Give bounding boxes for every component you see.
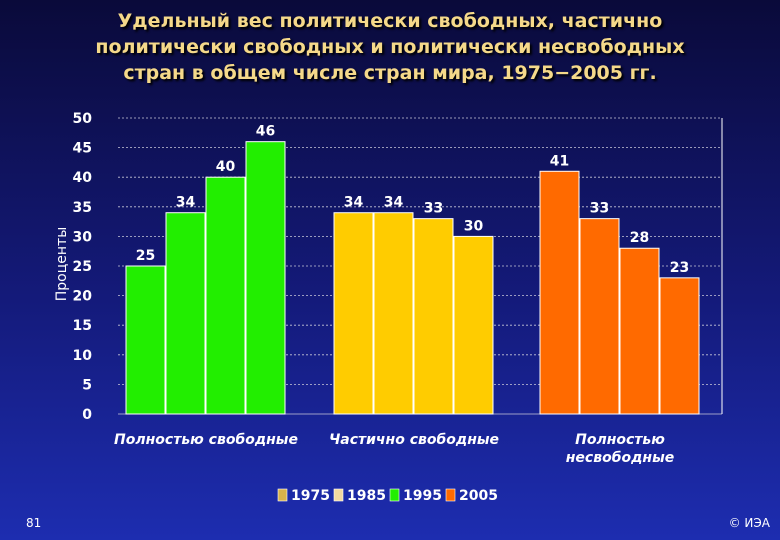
legend-label: 2005 [459, 488, 498, 504]
bar-value-label: 34 [176, 195, 196, 211]
legend-label: 1985 [347, 488, 386, 504]
slide-title: Удельный вес политически свободных, част… [95, 10, 685, 84]
bar [165, 212, 206, 415]
y-tick-label: 40 [73, 170, 93, 186]
y-tick-label: 5 [82, 377, 92, 393]
y-tick-label: 50 [73, 111, 93, 127]
bar-value-label: 40 [216, 159, 236, 175]
legend-label: 1995 [403, 488, 442, 504]
bar-value-label: 23 [670, 260, 689, 276]
y-tick-label: 45 [73, 141, 92, 157]
bar-value-label: 46 [256, 124, 275, 140]
y-tick-label: 20 [73, 289, 93, 305]
bar [333, 212, 374, 415]
y-tick-label: 30 [73, 229, 93, 245]
bar-value-label: 30 [464, 218, 484, 234]
y-axis-label: Проценты [54, 227, 70, 301]
legend-label: 1975 [291, 488, 330, 504]
x-category-label: несвободные [566, 450, 674, 466]
legend-swatch [389, 488, 400, 502]
bar-value-label: 41 [550, 153, 569, 169]
bar [413, 218, 454, 415]
bar [245, 141, 286, 415]
bar [659, 277, 700, 415]
x-category-label: Частично свободные [329, 432, 499, 448]
bar-value-label: 25 [136, 248, 155, 264]
bar-value-label: 34 [344, 195, 364, 211]
bar [125, 265, 166, 415]
y-tick-label: 25 [73, 259, 92, 275]
bar [205, 176, 246, 415]
y-tick-label: 15 [73, 318, 92, 334]
bar-value-label: 28 [630, 230, 649, 246]
y-tick-label: 10 [73, 348, 93, 364]
legend-swatch [333, 488, 344, 502]
y-tick-label: 0 [82, 407, 92, 423]
bar-value-label: 34 [384, 195, 404, 211]
bar-value-label: 33 [424, 201, 443, 217]
bar [579, 218, 620, 415]
x-category-label: Полностью свободные [114, 432, 298, 448]
legend-swatch [277, 488, 288, 502]
bar-value-label: 33 [590, 201, 609, 217]
y-tick-label: 35 [73, 200, 92, 216]
x-category-label: Полностью [575, 432, 665, 448]
bar [619, 247, 660, 415]
bar [539, 170, 580, 415]
bar [373, 212, 414, 415]
slide-number: 81 [26, 516, 42, 530]
bar [453, 235, 494, 415]
legend-swatch [445, 488, 456, 502]
copyright-text: © ИЭА [728, 516, 770, 530]
